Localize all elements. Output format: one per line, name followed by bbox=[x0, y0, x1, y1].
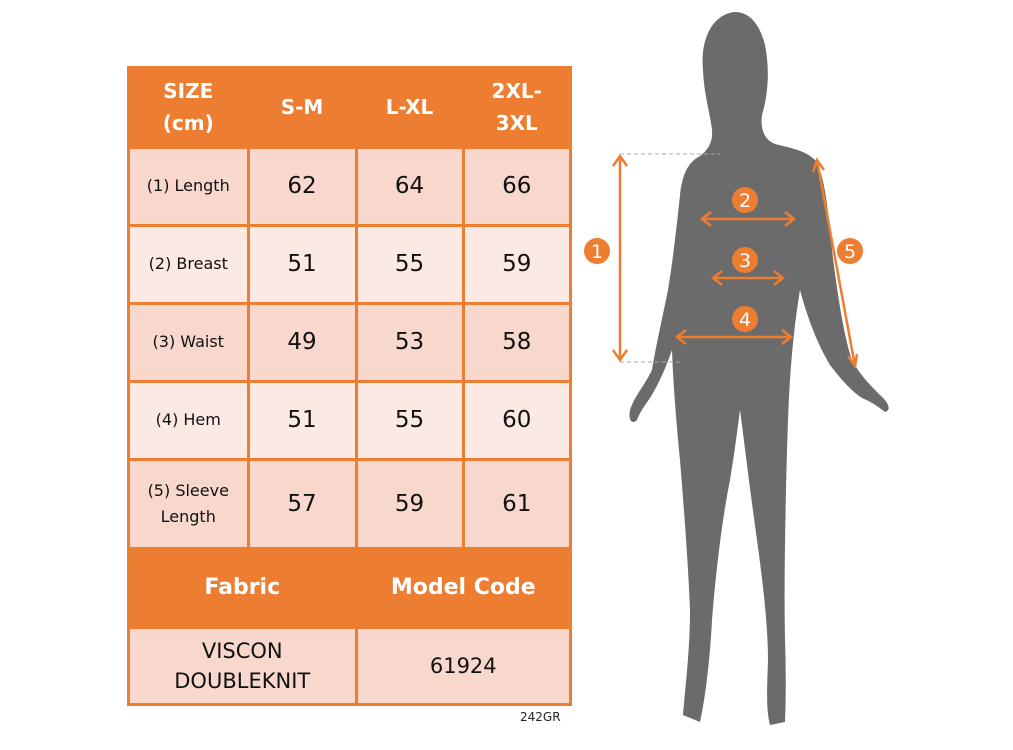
marker-number: 2 bbox=[739, 190, 751, 212]
size-value-cell: 59 bbox=[357, 460, 462, 547]
cell-text-line: DOUBLEKNIT bbox=[174, 668, 311, 693]
row-label: (3) Waist bbox=[130, 304, 247, 380]
cell-text-line: S-M bbox=[280, 95, 324, 120]
model-code-value: 61924 bbox=[357, 628, 569, 703]
row-label: (4) Hem bbox=[130, 382, 247, 458]
fabric-header: Fabric bbox=[204, 574, 281, 600]
column-header: S-M bbox=[250, 69, 355, 146]
size-value-cell: 64 bbox=[357, 148, 462, 224]
cell-text-line: (5) Sleeve bbox=[147, 480, 229, 500]
size-value-cell: 53 bbox=[357, 304, 462, 380]
marker-number: 5 bbox=[844, 241, 856, 263]
cell-text-line: (cm) bbox=[162, 111, 214, 136]
marker-circle bbox=[584, 238, 610, 264]
column-header: SIZE (cm) bbox=[130, 69, 247, 146]
size-value-cell: 60 bbox=[464, 382, 569, 458]
column-header-text: 2XL-3XL bbox=[491, 79, 542, 136]
marker-circle bbox=[732, 306, 758, 332]
size-value-cell: 58 bbox=[464, 304, 569, 380]
size-value-cell: 55 bbox=[357, 226, 462, 302]
row-label: (5) Sleeve Length bbox=[130, 460, 247, 547]
size-value-cell: 57 bbox=[249, 460, 355, 547]
fabric-value: VISCON DOUBLEKNIT bbox=[130, 628, 355, 703]
model-code-header: Model Code bbox=[390, 574, 536, 600]
size-value-cell: 59 bbox=[464, 226, 569, 302]
cell-text-line: L-XL bbox=[385, 95, 434, 120]
column-header: 2XL-3XL bbox=[465, 69, 570, 146]
silhouette bbox=[629, 12, 889, 725]
product-code: 242GR bbox=[520, 710, 561, 724]
marker-circle bbox=[732, 247, 758, 273]
marker-number: 3 bbox=[739, 250, 751, 272]
cell-text-line: SIZE bbox=[163, 79, 214, 104]
marker-circle bbox=[732, 187, 758, 213]
column-header: L-XL bbox=[358, 69, 462, 146]
measurement-markers: 1 2 3 4 5 bbox=[584, 187, 863, 332]
size-value-cell: 49 bbox=[249, 304, 355, 380]
marker-number: 4 bbox=[739, 309, 751, 331]
row-label: (1) Length bbox=[130, 148, 247, 224]
size-value-cell: 51 bbox=[249, 382, 355, 458]
measurement-guides bbox=[611, 153, 859, 370]
size-value-cell: 55 bbox=[357, 382, 462, 458]
size-value-cell: 62 bbox=[249, 148, 355, 224]
cell-text-line: VISCON bbox=[201, 638, 283, 663]
size-value-cell: 51 bbox=[249, 226, 355, 302]
size-chart-table: SIZE (cm) S-M L-XL 2XL-3XL (1) Length 62 64 66 (2… bbox=[127, 66, 572, 706]
size-value-cell: 66 bbox=[464, 148, 569, 224]
cell-text-line: Length bbox=[160, 506, 216, 526]
row-label: (2) Breast bbox=[130, 226, 247, 302]
size-value-cell: 61 bbox=[464, 460, 569, 547]
marker-number: 1 bbox=[591, 241, 603, 263]
marker-circle bbox=[837, 238, 863, 264]
